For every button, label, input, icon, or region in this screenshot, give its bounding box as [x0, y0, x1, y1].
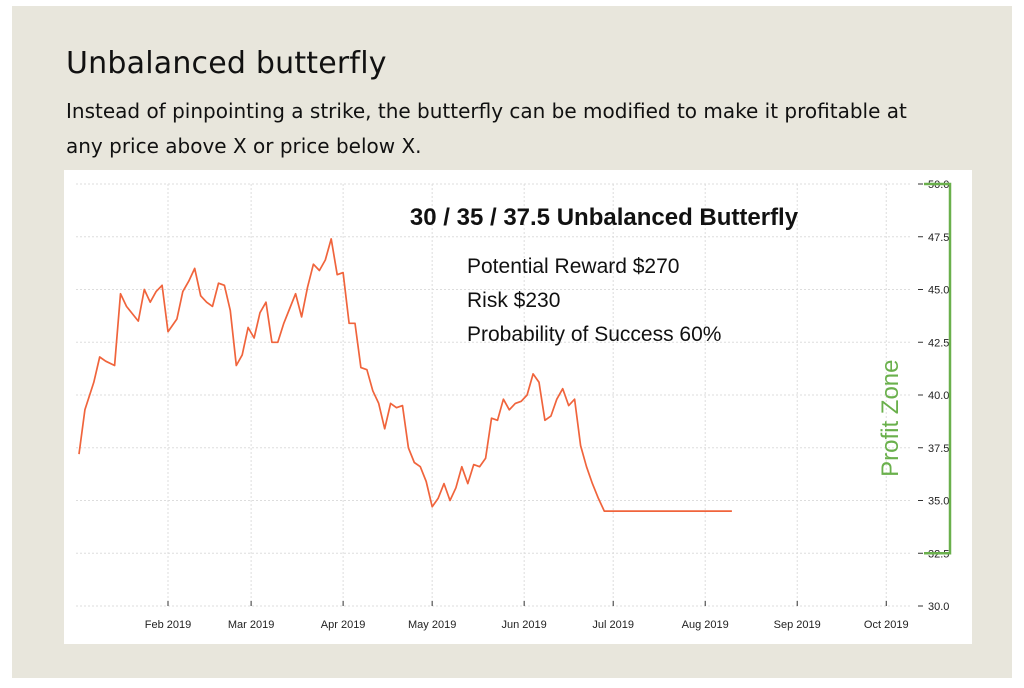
y-tick-label: 30.0 — [928, 601, 949, 613]
y-tick-label: 40.0 — [928, 390, 949, 402]
x-tick-label: Oct 2019 — [864, 619, 909, 631]
x-tick-label: May 2019 — [408, 619, 456, 631]
x-tick-label: Feb 2019 — [145, 619, 191, 631]
profit-zone-label: Profit Zone — [877, 360, 904, 477]
y-tick-label: 47.5 — [928, 232, 949, 244]
price-series-line — [78, 238, 732, 512]
price-chart: 30.032.535.037.540.042.545.047.550.0Feb … — [76, 179, 952, 631]
y-tick-label: 45.0 — [928, 285, 949, 297]
x-tick-label: Aug 2019 — [682, 619, 729, 631]
chart-annotation: Probability of Success 60% — [467, 323, 721, 346]
x-tick-label: Jun 2019 — [502, 619, 547, 631]
x-tick-label: Mar 2019 — [228, 619, 274, 631]
y-tick-label: 37.5 — [928, 443, 949, 455]
chart-title: 30 / 35 / 37.5 Unbalanced Butterfly — [410, 204, 799, 231]
figure-description: Instead of pinpointing a strike, the but… — [66, 99, 907, 158]
figure-heading: Unbalanced butterfly — [66, 46, 387, 81]
y-tick-label: 35.0 — [928, 496, 949, 508]
chart-annotation: Risk $230 — [467, 289, 560, 312]
profit-zone-bracket — [924, 182, 952, 555]
x-tick-label: Sep 2019 — [774, 619, 821, 631]
chart-card: 30.0 32.5 35.0 37.5 40.0 42.5 45.0 47.5 50.0 Feb … — [64, 170, 972, 644]
x-tick-label: Jul 2019 — [592, 619, 634, 631]
chart-annotation: Potential Reward $270 — [467, 255, 679, 278]
y-tick-label: 42.5 — [928, 337, 949, 349]
figure-panel: Unbalanced butterfly Instead of pinpoint… — [12, 6, 1012, 678]
x-tick-label: Apr 2019 — [321, 619, 366, 631]
